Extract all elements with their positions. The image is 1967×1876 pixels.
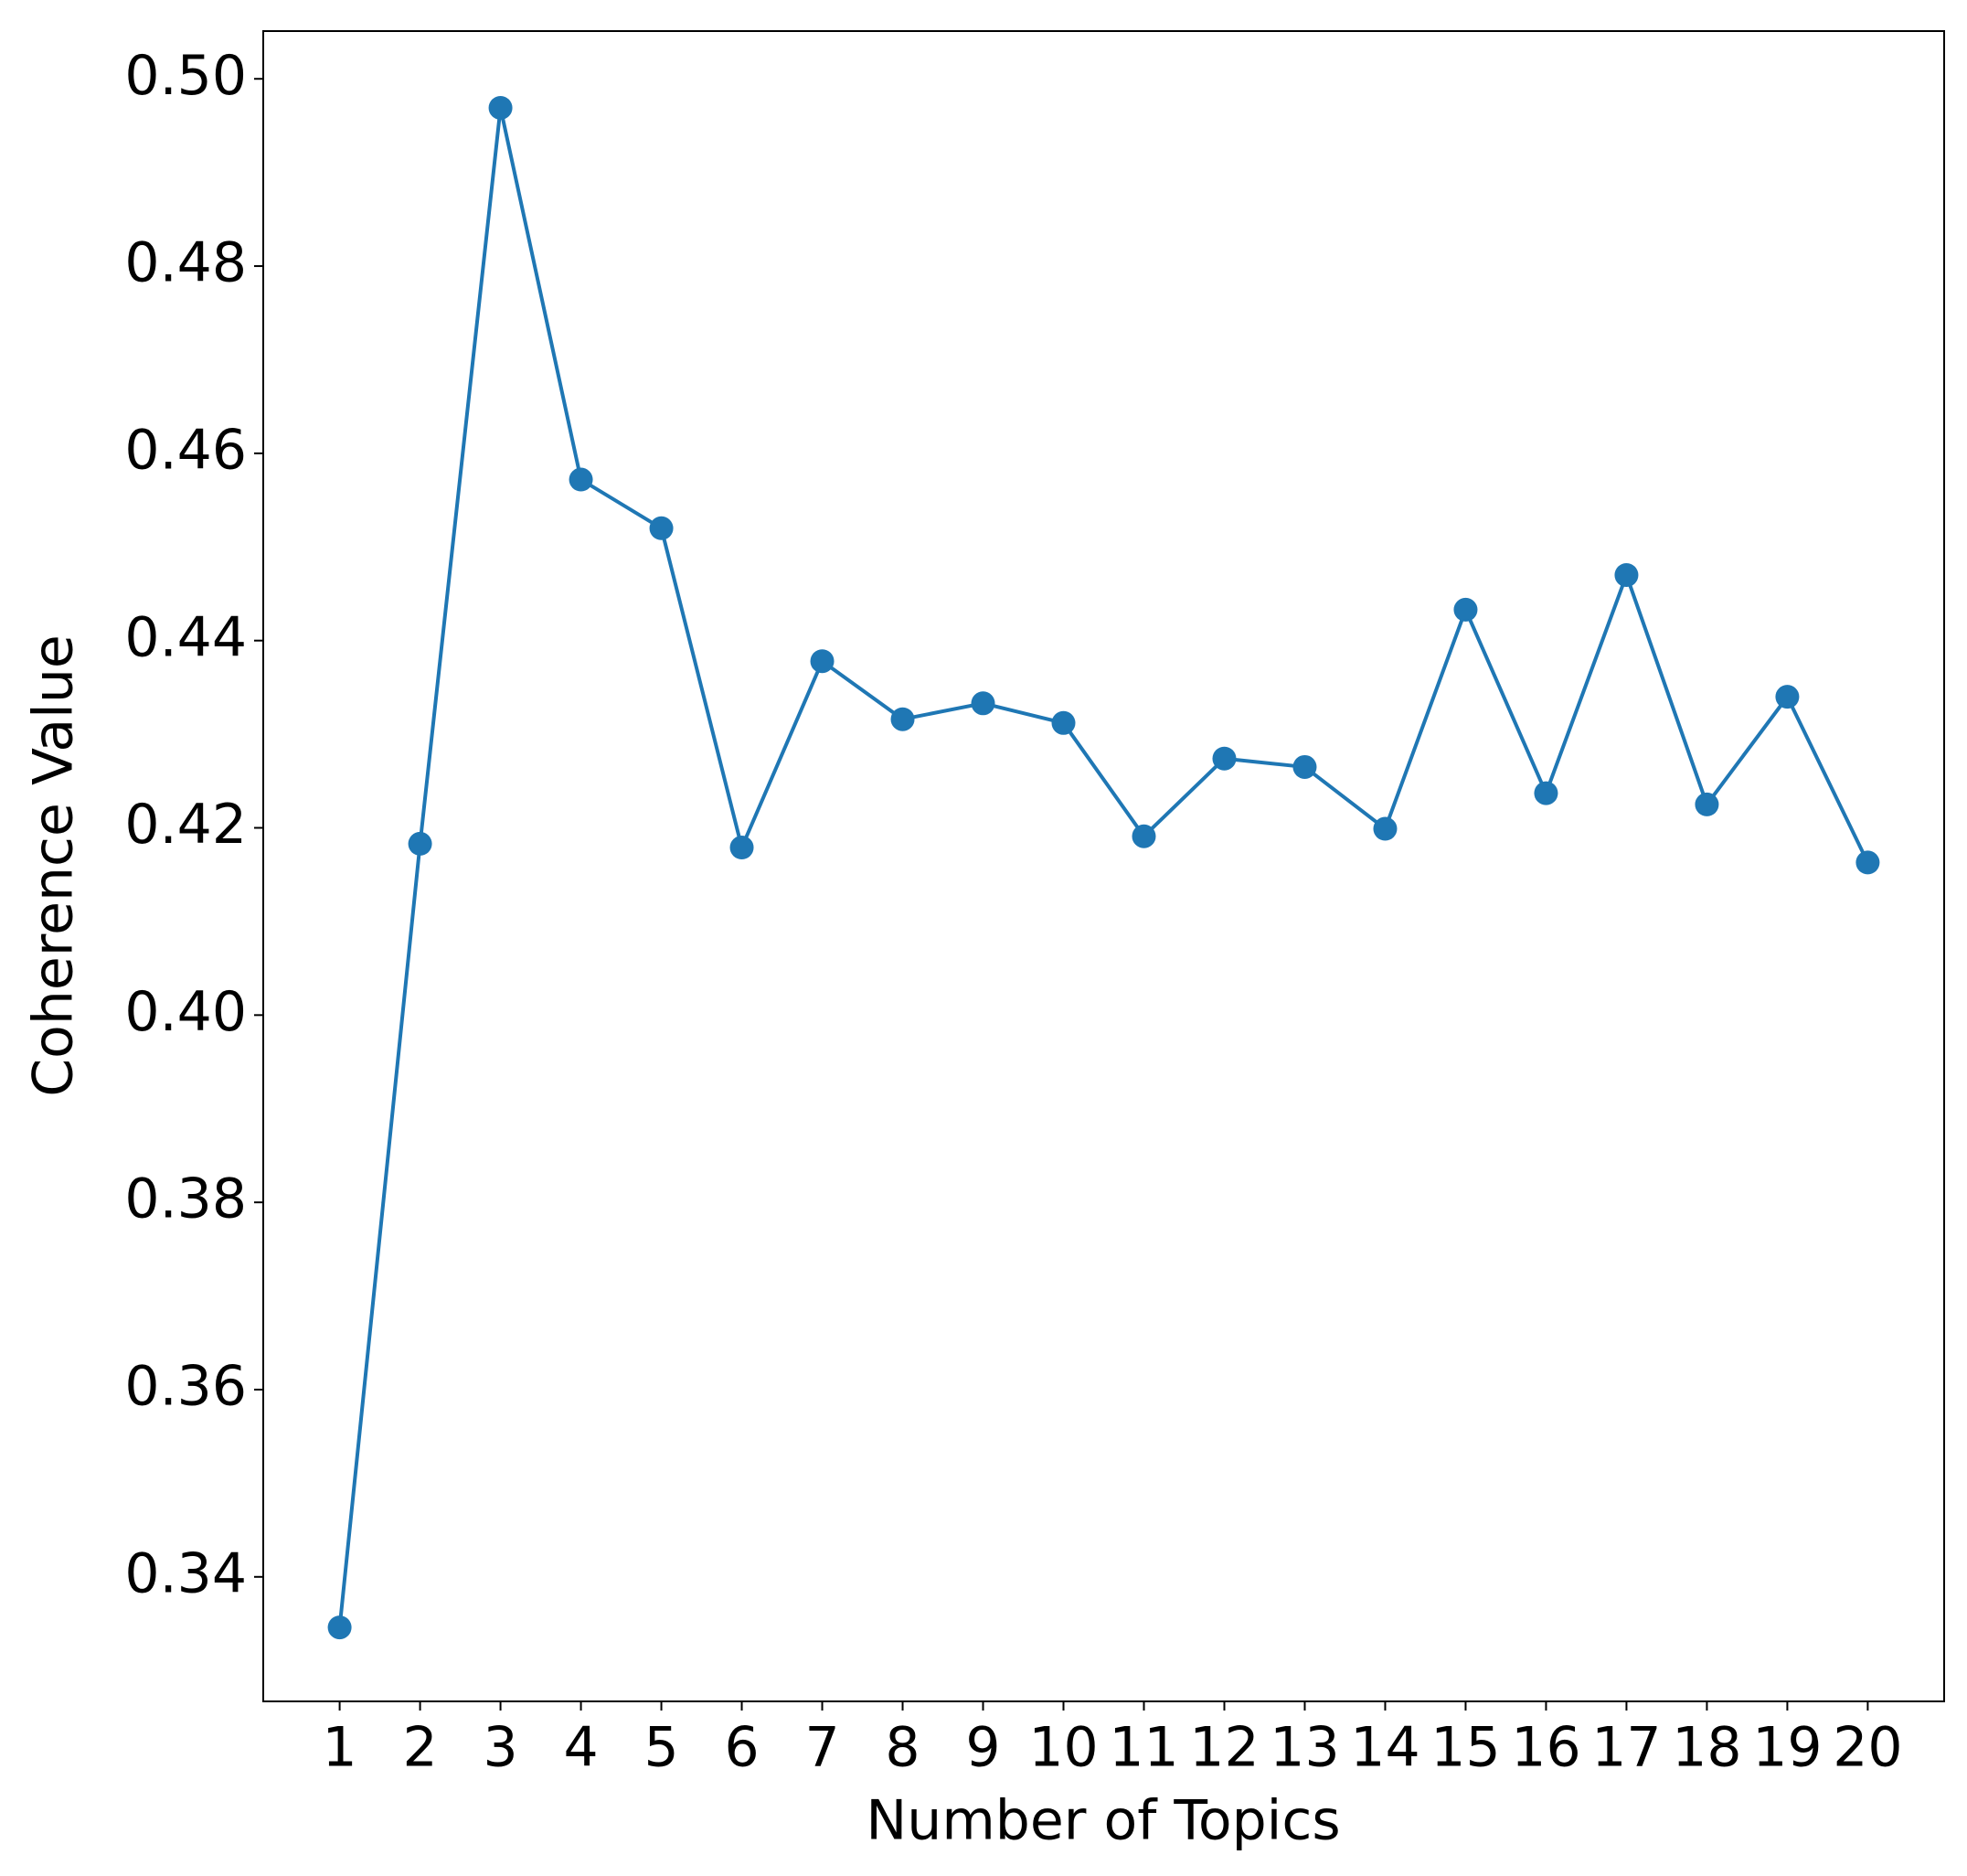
marker: [1534, 781, 1558, 805]
x-tick-label: 1: [322, 1716, 356, 1780]
y-tick-label: 0.48: [124, 231, 247, 295]
y-tick-label: 0.44: [124, 605, 247, 669]
marker: [1855, 850, 1880, 875]
x-tick-label: 7: [804, 1716, 839, 1780]
x-tick-label: 19: [1752, 1716, 1822, 1780]
y-tick-label: 0.40: [124, 980, 247, 1044]
marker: [1453, 597, 1478, 622]
x-tick-label: 2: [402, 1716, 437, 1780]
marker: [1132, 824, 1156, 848]
x-tick-label: 12: [1189, 1716, 1259, 1780]
y-tick-label: 0.46: [124, 418, 247, 482]
x-tick-label: 16: [1511, 1716, 1580, 1780]
marker: [729, 836, 754, 860]
marker: [569, 467, 593, 492]
marker: [1292, 754, 1317, 779]
x-tick-label: 10: [1028, 1716, 1098, 1780]
x-tick-label: 8: [885, 1716, 920, 1780]
marker: [408, 831, 432, 856]
marker: [488, 95, 513, 120]
x-tick-label: 15: [1430, 1716, 1500, 1780]
marker: [890, 707, 915, 731]
y-tick-label: 0.38: [124, 1167, 247, 1231]
plot-frame: [262, 30, 1945, 1702]
x-tick-label: 6: [724, 1716, 759, 1780]
x-tick-label: 11: [1109, 1716, 1178, 1780]
y-tick-label: 0.50: [124, 44, 247, 108]
marker: [649, 516, 674, 540]
x-tick-label: 4: [563, 1716, 598, 1780]
x-tick-label: 20: [1833, 1716, 1902, 1780]
marker: [1775, 685, 1800, 709]
x-tick-label: 3: [483, 1716, 517, 1780]
x-tick-label: 18: [1672, 1716, 1741, 1780]
marker: [1695, 792, 1719, 816]
marker: [1212, 746, 1237, 771]
marker: [1051, 710, 1076, 735]
x-tick-label: 13: [1270, 1716, 1339, 1780]
marker: [1614, 563, 1639, 588]
y-tick-label: 0.34: [124, 1541, 247, 1605]
x-tick-label: 17: [1591, 1716, 1661, 1780]
y-axis-label: Coherence Value: [22, 634, 86, 1097]
marker: [971, 691, 995, 716]
marker: [327, 1615, 352, 1640]
x-tick-label: 5: [643, 1716, 678, 1780]
line: [337, 105, 1870, 1628]
x-axis-label: Number of Topics: [866, 1789, 1340, 1853]
y-tick-label: 0.36: [124, 1355, 247, 1419]
x-tick-label: 9: [965, 1716, 1000, 1780]
marker: [810, 649, 835, 674]
y-tick-label: 0.42: [124, 793, 247, 857]
x-tick-label: 14: [1350, 1716, 1419, 1780]
marker: [1373, 816, 1398, 841]
